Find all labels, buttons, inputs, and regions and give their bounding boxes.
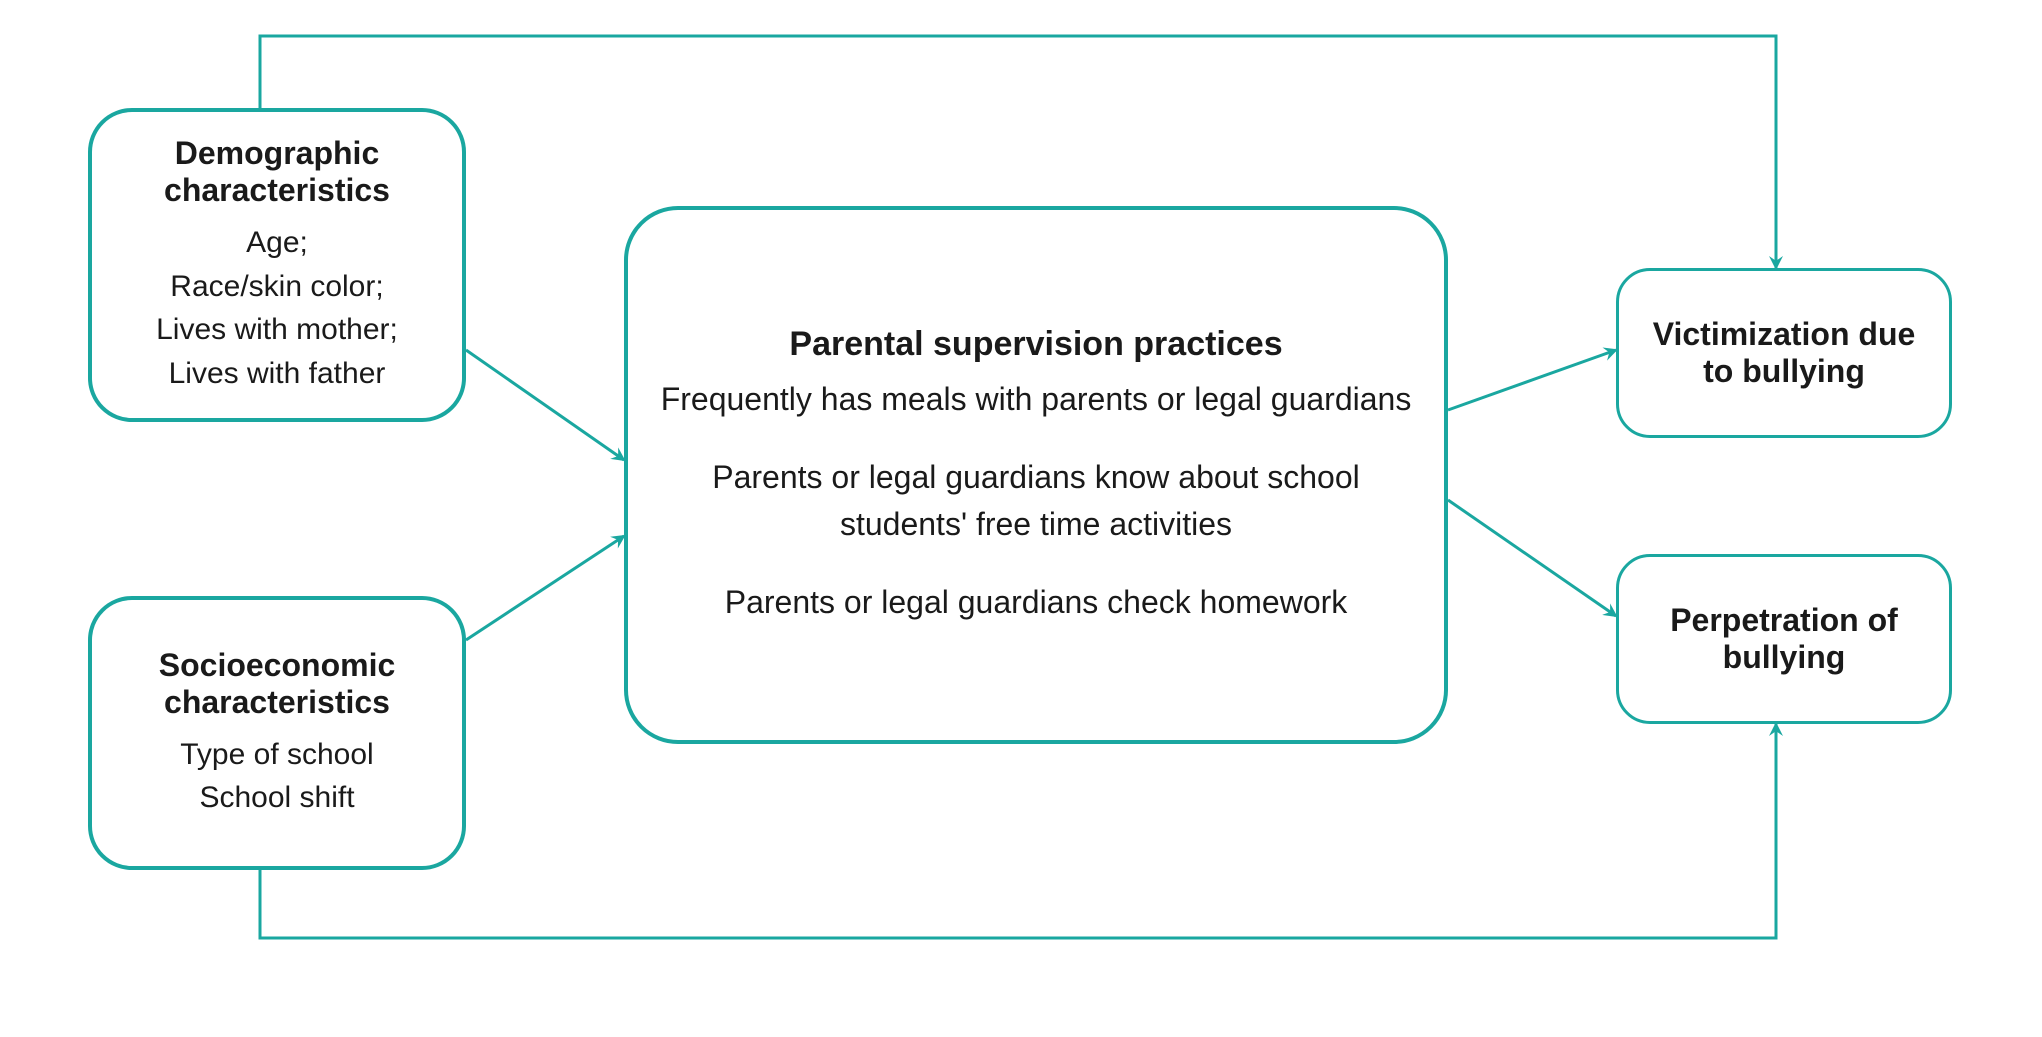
node-item: Race/skin color;	[170, 265, 383, 309]
edge-parental-to-perpetration	[1448, 500, 1616, 616]
edge-socioeconomic-to-parental	[466, 536, 624, 640]
node-title: Perpetration of bullying	[1639, 602, 1929, 676]
edge-socioeconomic-to-perpetration	[260, 724, 1776, 938]
node-item: Age;	[246, 221, 308, 265]
node-title: Victimization due to bullying	[1639, 316, 1929, 390]
node-victimization: Victimization due to bullying	[1616, 268, 1952, 438]
node-title: Demographic characteristics	[112, 135, 442, 209]
edge-parental-to-victimization	[1448, 350, 1616, 410]
node-parental: Parental supervision practices Frequentl…	[624, 206, 1448, 744]
node-demographic: Demographic characteristics Age; Race/sk…	[88, 108, 466, 422]
edge-demographic-to-parental	[466, 350, 624, 460]
node-perpetration: Perpetration of bullying	[1616, 554, 1952, 724]
node-item: School shift	[199, 776, 354, 820]
node-item: Lives with father	[169, 352, 386, 396]
node-item: Parents or legal guardians check homewor…	[725, 579, 1348, 625]
node-title: Parental supervision practices	[789, 325, 1282, 364]
node-item: Frequently has meals with parents or leg…	[661, 376, 1412, 422]
flowchart-diagram: Demographic characteristics Age; Race/sk…	[0, 0, 2042, 1037]
node-item: Parents or legal guardians know about sc…	[648, 454, 1424, 547]
node-title: Socioeconomic characteristics	[112, 647, 442, 721]
node-socioeconomic: Socioeconomic characteristics Type of sc…	[88, 596, 466, 870]
node-item: Type of school	[180, 733, 373, 777]
node-item: Lives with mother;	[156, 308, 398, 352]
